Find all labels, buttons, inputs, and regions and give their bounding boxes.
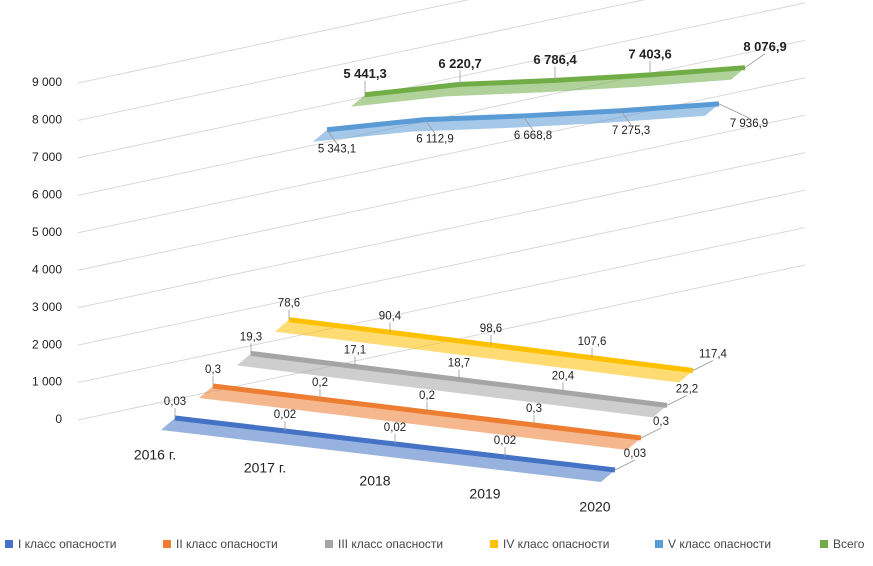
legend-label: I класс опасности: [18, 537, 116, 551]
grid-line: [77, 114, 806, 271]
legend-swatch: [490, 540, 498, 548]
value-label: 8 076,9: [743, 39, 786, 54]
legend-label: IV класс опасности: [503, 537, 609, 551]
y-tick-label: 9 000: [32, 75, 62, 89]
value-label: 17,1: [344, 345, 366, 357]
value-label: 18,7: [448, 357, 470, 369]
grid-line: [77, 189, 806, 346]
leader-line: [718, 103, 750, 119]
leader-line: [640, 427, 662, 439]
leader-line: [744, 53, 766, 69]
value-label: 5 441,3: [343, 66, 386, 81]
legend-label: III класс опасности: [338, 537, 443, 551]
value-label: 0,2: [312, 377, 328, 389]
y-tick-label: 4 000: [32, 262, 62, 276]
x-tick-label: 2016 г.: [134, 447, 176, 463]
value-label: 6 786,4: [533, 52, 577, 67]
value-label: 98,6: [480, 323, 502, 335]
y-tick-label: 5 000: [32, 225, 62, 239]
y-tick-label: 8 000: [32, 113, 62, 127]
value-label: 117,4: [699, 349, 728, 361]
x-tick-label: 2019: [469, 486, 500, 502]
x-tick-label: 2018: [359, 473, 390, 489]
value-label: 0,02: [494, 435, 516, 447]
grid-line: [77, 0, 646, 121]
y-tick-label: 1 000: [32, 375, 62, 389]
value-label: 19,3: [240, 331, 262, 343]
y-tick-label: 2 000: [32, 337, 62, 351]
grid-line: [77, 227, 806, 384]
legend-swatch: [163, 540, 171, 548]
y-tick-label: 0: [55, 412, 62, 426]
legend-label: Всего: [833, 537, 865, 551]
legend-swatch: [820, 540, 828, 548]
leader-line: [424, 119, 436, 134]
value-label: 7 936,9: [730, 118, 768, 130]
leader-line: [614, 459, 636, 471]
value-label: 0,03: [164, 396, 186, 408]
value-label: 0,02: [274, 409, 296, 421]
leader-line: [522, 115, 534, 131]
value-label: 0,3: [205, 364, 221, 376]
value-label: 90,4: [379, 310, 402, 322]
value-label: 6 112,9: [416, 134, 454, 146]
ribbon-face: [199, 385, 641, 450]
value-label: 78,6: [278, 298, 300, 310]
y-tick-label: 3 000: [32, 300, 62, 314]
leader-line: [666, 394, 688, 406]
legend-swatch: [325, 540, 333, 548]
value-label: 6 668,8: [514, 130, 552, 142]
value-label: 0,03: [624, 448, 646, 460]
value-label: 5 343,1: [318, 144, 356, 156]
value-label: 22,2: [676, 383, 698, 395]
ribbon-face: [237, 353, 667, 418]
value-label: 6 220,7: [438, 56, 481, 71]
legend-swatch: [655, 540, 663, 548]
grid-line: [77, 77, 806, 234]
legend-label: V класс опасности: [668, 537, 771, 551]
grid-line: [77, 2, 806, 159]
value-label: 7 275,3: [612, 125, 650, 137]
x-tick-label: 2017 г.: [244, 460, 286, 476]
x-tick-label: 2020: [579, 499, 610, 515]
leader-line: [326, 129, 338, 144]
value-label: 0,3: [526, 403, 542, 415]
value-label: 7 403,6: [628, 46, 671, 61]
value-label: 0,3: [653, 416, 669, 428]
value-label: 0,2: [419, 390, 435, 402]
ribbon-face: [275, 319, 693, 383]
grid-line: [77, 152, 806, 309]
leader-line: [692, 360, 714, 371]
leader-line: [620, 110, 632, 125]
y-tick-label: 6 000: [32, 188, 62, 202]
value-label: 20,4: [552, 370, 575, 382]
y-tick-label: 7 000: [32, 150, 62, 164]
grid-line: [77, 0, 470, 84]
legend-label: II класс опасности: [176, 537, 278, 551]
ribbon-face: [161, 417, 615, 482]
value-label: 107,6: [578, 336, 607, 348]
legend-swatch: [5, 540, 13, 548]
value-label: 0,02: [384, 422, 406, 434]
